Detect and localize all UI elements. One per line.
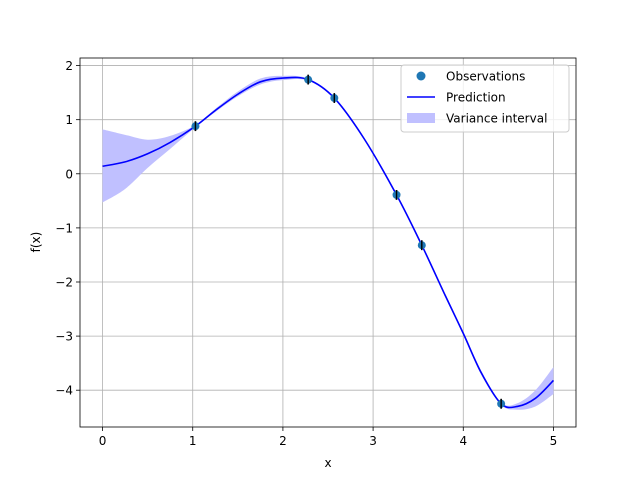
legend-observations-label: Observations xyxy=(446,70,525,84)
x-axis-ticks: 0 1 2 3 4 5 xyxy=(99,427,558,448)
legend: Observations Prediction Variance interva… xyxy=(400,64,570,133)
x-tick-label: 4 xyxy=(459,434,467,448)
legend-box xyxy=(400,64,570,133)
y-axis-title: f(x) xyxy=(29,232,43,253)
legend-variance-patch xyxy=(407,113,435,123)
x-tick-label: 1 xyxy=(189,434,197,448)
y-tick-label: −1 xyxy=(55,221,73,235)
y-axis-ticks: 2 1 0 −1 −2 −3 −4 xyxy=(55,59,80,398)
x-axis-title: x xyxy=(324,456,331,470)
x-tick-label: 3 xyxy=(369,434,377,448)
y-tick-label: −3 xyxy=(55,330,73,344)
y-tick-label: −4 xyxy=(55,384,73,398)
y-tick-label: 2 xyxy=(65,59,73,73)
y-tick-label: 0 xyxy=(65,167,73,181)
grid xyxy=(80,58,576,427)
legend-observations-marker xyxy=(416,71,426,81)
plot-frame xyxy=(79,57,577,428)
legend-prediction-label: Prediction xyxy=(446,91,506,105)
y-tick-label: −2 xyxy=(55,275,73,289)
observations-layer xyxy=(191,74,506,409)
x-tick-label: 2 xyxy=(279,434,287,448)
y-tick-label: 1 xyxy=(65,113,73,127)
x-tick-label: 0 xyxy=(99,434,107,448)
x-tick-label: 5 xyxy=(550,434,558,448)
legend-variance-label: Variance interval xyxy=(446,112,547,126)
